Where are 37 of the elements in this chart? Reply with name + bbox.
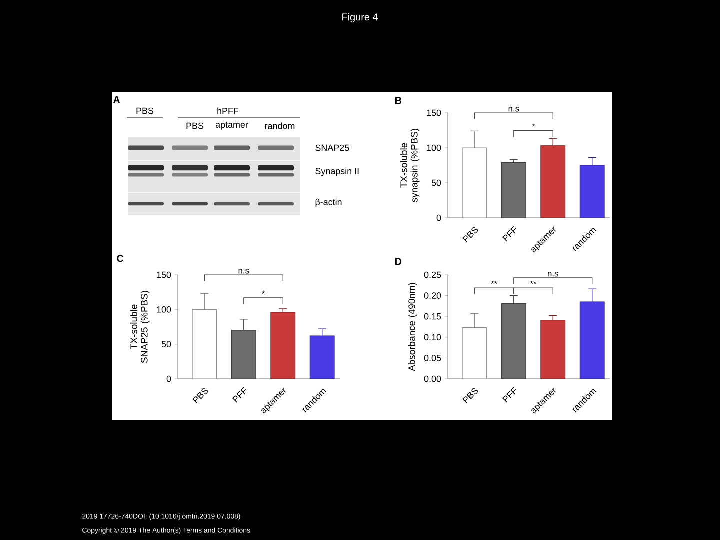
text: PBS [186,122,204,130]
y-tick-label: 0.00 [424,376,442,382]
text: Figure 4 [342,13,378,23]
annotation: ** [491,280,498,284]
y-tick-label: 0.05 [424,355,442,362]
y-axis-title: TX-soluble synapsin (%PBS) [400,129,420,202]
chart-title: C [117,255,124,262]
annotation: n.s [548,272,558,277]
text: PBS [136,108,154,114]
y-tick-label: 100 [427,144,442,152]
y-tick-label: 50 [432,180,442,186]
chart-title: B [395,97,402,104]
text: SNAP25 [316,144,350,152]
y-tick-label: 50 [162,341,172,348]
annotation: ** [530,280,537,284]
text: Synapsin II [316,168,359,176]
text: n.s [238,269,250,274]
y-tick-label: 100 [157,306,172,313]
text: aptamer [216,122,248,130]
y-tick-label: 0.15 [424,313,442,320]
text: A [113,96,120,104]
y-tick-label: 150 [157,272,172,278]
y-tick-label: 150 [427,110,442,116]
text: random [265,122,295,130]
y-axis-title: TX-soluble SNAP25 (%PBS) [130,291,150,364]
chart-title: D [395,258,402,266]
y-tick-label: 0 [166,376,172,382]
annotation: * [532,124,536,127]
y-axis-title: Absorbance (490nm) [408,283,418,372]
text: β-actin [316,198,342,208]
y-tick-label: 0 [436,214,442,222]
annotation: * [262,290,266,294]
text: n.s [508,107,520,112]
y-tick-label: 0.25 [424,272,442,278]
text: hPFF [218,108,239,114]
y-tick-label: 0.10 [424,334,442,341]
y-tick-label: 0.20 [424,292,442,299]
